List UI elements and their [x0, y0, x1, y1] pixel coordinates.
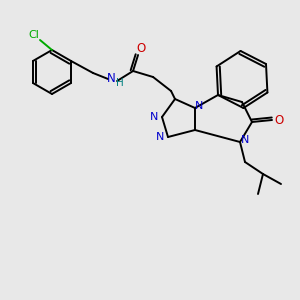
Text: N: N: [107, 73, 116, 85]
Text: N: N: [156, 132, 164, 142]
Text: Cl: Cl: [28, 30, 39, 40]
Text: N: N: [241, 135, 249, 145]
Text: O: O: [274, 113, 284, 127]
Text: O: O: [136, 41, 146, 55]
Text: N: N: [195, 101, 203, 111]
Text: N: N: [150, 112, 158, 122]
Text: H: H: [116, 78, 124, 88]
